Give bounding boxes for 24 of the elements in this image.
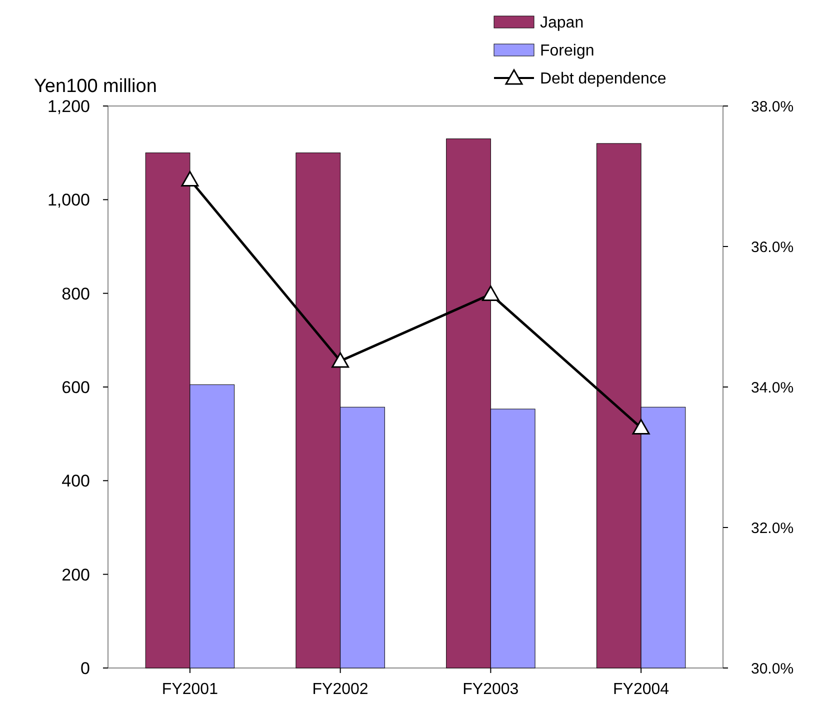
y-tick-label: 1,000 [47, 190, 90, 210]
legend-label: Debt dependence [540, 70, 666, 88]
y-tick-label: 1,200 [47, 96, 90, 116]
y2-tick-label: 34.0% [751, 379, 794, 396]
legend-label: Japan [540, 14, 584, 32]
y2-tick-label: 38.0% [751, 98, 794, 116]
x-tick-label: FY2004 [613, 681, 670, 698]
legend-label: Foreign [540, 42, 594, 60]
x-tick-label: FY2002 [312, 681, 368, 698]
y-tick-label: 200 [62, 565, 90, 584]
y2-tick-label: 36.0% [751, 238, 794, 256]
y-tick-label: 600 [62, 378, 90, 397]
y-axis-title: Yen100 million [34, 76, 157, 97]
y-tick-label: 0 [80, 658, 90, 678]
y2-tick-label: 30.0% [751, 660, 794, 678]
x-tick-label: FY2001 [162, 681, 218, 698]
y-tick-label: 400 [62, 472, 90, 491]
point [632, 418, 650, 434]
x-tick-label: FY2003 [462, 681, 519, 698]
y-tick-label: 800 [62, 284, 90, 304]
point [332, 352, 350, 368]
point [482, 286, 500, 302]
point [181, 171, 199, 187]
y2-tick-label: 32.0% [751, 520, 794, 537]
